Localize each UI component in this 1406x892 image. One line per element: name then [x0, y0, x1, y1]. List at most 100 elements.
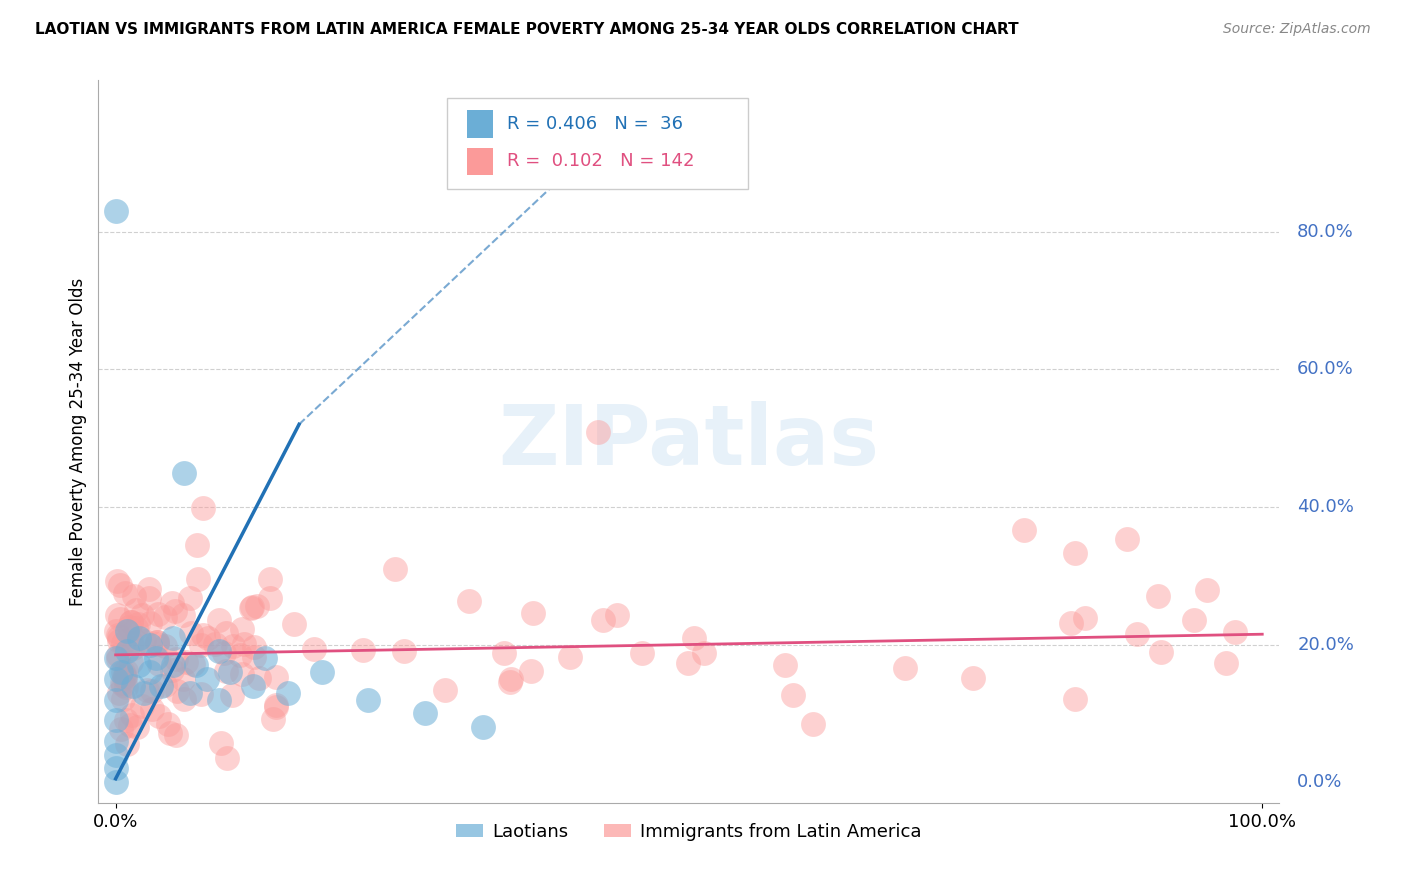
Immigrants from Latin America: [1182, 613, 1205, 627]
Immigrants from Latin America: [111, 678, 134, 692]
Immigrants from Latin America: [120, 615, 142, 630]
Immigrants from Latin America: [1126, 626, 1149, 640]
Laotians: [139, 665, 162, 679]
Immigrants from Latin America: [148, 709, 170, 723]
Immigrants from Latin America: [592, 613, 614, 627]
Laotians: [471, 720, 494, 734]
Immigrants from Latin America: [155, 678, 177, 692]
Immigrants from Latin America: [146, 635, 169, 649]
Laotians: [115, 644, 138, 658]
Immigrants from Latin America: [127, 720, 149, 734]
Immigrants from Latin America: [121, 655, 143, 669]
Text: 40.0%: 40.0%: [1298, 498, 1354, 516]
Laotians: [115, 624, 138, 638]
Immigrants from Latin America: [107, 630, 129, 644]
Immigrants from Latin America: [181, 657, 204, 671]
Immigrants from Latin America: [1223, 624, 1246, 639]
Immigrants from Latin America: [115, 737, 138, 751]
Laotians: [208, 644, 231, 658]
Immigrants from Latin America: [112, 636, 135, 650]
Immigrants from Latin America: [112, 670, 135, 684]
Immigrants from Latin America: [1074, 610, 1097, 624]
Immigrants from Latin America: [125, 622, 148, 636]
Immigrants from Latin America: [180, 626, 202, 640]
Immigrants from Latin America: [1012, 524, 1035, 538]
Immigrants from Latin America: [894, 661, 917, 675]
Immigrants from Latin America: [108, 634, 131, 648]
Immigrants from Latin America: [121, 708, 143, 723]
Immigrants from Latin America: [107, 648, 129, 662]
Immigrants from Latin America: [146, 607, 169, 621]
Immigrants from Latin America: [146, 637, 169, 651]
Laotians: [104, 204, 127, 219]
Immigrants from Latin America: [179, 591, 201, 605]
Immigrants from Latin America: [1115, 532, 1137, 546]
Immigrants from Latin America: [165, 728, 187, 742]
Immigrants from Latin America: [120, 615, 142, 629]
Immigrants from Latin America: [166, 683, 188, 698]
Immigrants from Latin America: [394, 643, 416, 657]
Immigrants from Latin America: [141, 684, 163, 698]
Laotians: [150, 679, 173, 693]
Immigrants from Latin America: [676, 656, 699, 670]
Immigrants from Latin America: [132, 634, 155, 648]
Laotians: [128, 631, 150, 645]
Immigrants from Latin America: [1063, 546, 1085, 560]
Immigrants from Latin America: [138, 582, 160, 597]
Text: 60.0%: 60.0%: [1298, 360, 1354, 378]
Laotians: [162, 658, 184, 673]
Immigrants from Latin America: [110, 722, 132, 736]
Text: 0.0%: 0.0%: [1298, 773, 1343, 791]
Immigrants from Latin America: [112, 665, 135, 679]
Immigrants from Latin America: [111, 692, 134, 706]
Immigrants from Latin America: [125, 603, 148, 617]
Immigrants from Latin America: [187, 572, 209, 586]
Immigrants from Latin America: [120, 718, 142, 732]
Laotians: [195, 672, 218, 686]
Immigrants from Latin America: [121, 636, 143, 650]
Immigrants from Latin America: [146, 634, 169, 648]
Immigrants from Latin America: [141, 701, 163, 715]
Immigrants from Latin America: [153, 609, 176, 624]
Immigrants from Latin America: [283, 616, 305, 631]
Immigrants from Latin America: [264, 670, 287, 684]
Laotians: [128, 658, 150, 673]
Laotians: [104, 672, 127, 686]
Immigrants from Latin America: [110, 612, 132, 626]
Laotians: [413, 706, 436, 721]
Immigrants from Latin America: [173, 691, 195, 706]
Immigrants from Latin America: [165, 604, 187, 618]
Immigrants from Latin America: [221, 689, 243, 703]
Immigrants from Latin America: [494, 646, 516, 660]
Immigrants from Latin America: [108, 686, 131, 700]
Laotians: [104, 775, 127, 789]
Text: Source: ZipAtlas.com: Source: ZipAtlas.com: [1223, 22, 1371, 37]
Immigrants from Latin America: [217, 751, 239, 765]
Immigrants from Latin America: [190, 638, 212, 652]
Immigrants from Latin America: [259, 591, 281, 605]
Immigrants from Latin America: [586, 425, 609, 439]
Immigrants from Latin America: [240, 599, 263, 614]
Immigrants from Latin America: [138, 591, 160, 605]
Immigrants from Latin America: [209, 736, 232, 750]
Immigrants from Latin America: [962, 671, 984, 685]
Text: R = 0.406   N =  36: R = 0.406 N = 36: [508, 115, 683, 133]
Immigrants from Latin America: [229, 648, 252, 663]
Laotians: [104, 713, 127, 727]
Immigrants from Latin America: [160, 663, 183, 677]
Laotians: [104, 692, 127, 706]
Text: 80.0%: 80.0%: [1298, 223, 1354, 241]
Immigrants from Latin America: [114, 713, 136, 727]
FancyBboxPatch shape: [447, 98, 748, 189]
Immigrants from Latin America: [259, 572, 281, 586]
Immigrants from Latin America: [107, 628, 129, 642]
Immigrants from Latin America: [186, 538, 208, 552]
Laotians: [110, 665, 132, 679]
Immigrants from Latin America: [155, 639, 177, 653]
Immigrants from Latin America: [262, 712, 284, 726]
Immigrants from Latin America: [1195, 583, 1218, 598]
Text: LAOTIAN VS IMMIGRANTS FROM LATIN AMERICA FEMALE POVERTY AMONG 25-34 YEAR OLDS CO: LAOTIAN VS IMMIGRANTS FROM LATIN AMERICA…: [35, 22, 1019, 37]
Immigrants from Latin America: [247, 671, 270, 685]
Text: 20.0%: 20.0%: [1298, 635, 1354, 654]
Text: R =  0.102   N = 142: R = 0.102 N = 142: [508, 153, 695, 170]
